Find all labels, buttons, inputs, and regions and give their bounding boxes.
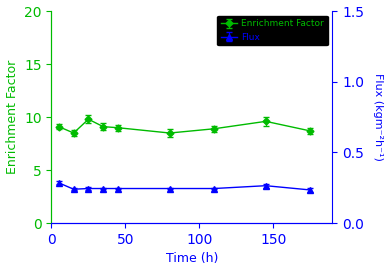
X-axis label: Time (h): Time (h) bbox=[166, 253, 218, 265]
Y-axis label: Enrichment Factor: Enrichment Factor bbox=[5, 60, 19, 174]
Legend: Enrichment Factor, Flux: Enrichment Factor, Flux bbox=[217, 15, 328, 45]
Y-axis label: Flux (kgm⁻²h⁻¹): Flux (kgm⁻²h⁻¹) bbox=[373, 73, 384, 161]
